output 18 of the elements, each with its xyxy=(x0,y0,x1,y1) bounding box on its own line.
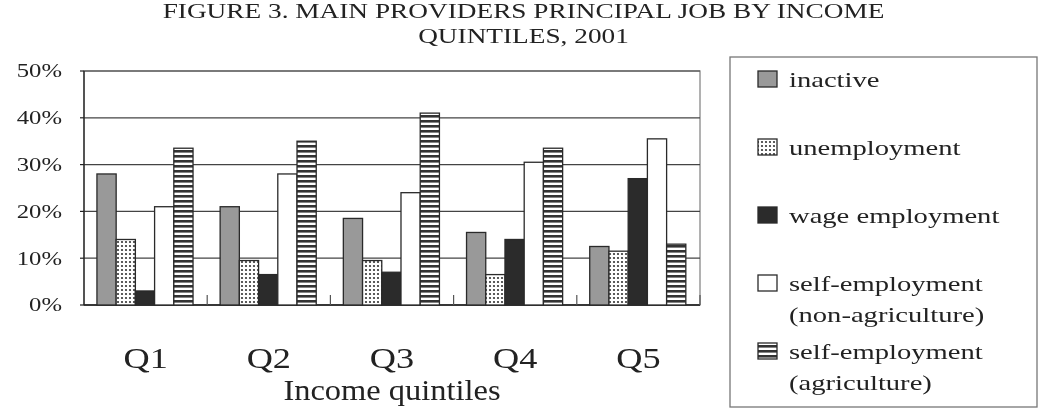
legend-label: self-employment (non-agriculture) xyxy=(789,270,985,327)
legend-label: wage employment xyxy=(789,202,1000,228)
x-tick-label: Q3 xyxy=(369,342,415,375)
x-tick-label: Q1 xyxy=(123,342,168,375)
y-tick-label: 30% xyxy=(16,153,62,176)
legend-label: self-employment (agriculture) xyxy=(789,338,983,395)
legend-label: inactive xyxy=(789,66,880,92)
x-tick-label: Q5 xyxy=(616,342,661,375)
chart-title: FIGURE 3. MAIN PROVIDERS PRINCIPAL JOB BY INCOME QUINTILES, 2001 xyxy=(162,0,885,48)
legend-label: unemployment xyxy=(789,134,961,160)
x-tick-label: Q2 xyxy=(246,342,291,375)
y-tick-label: 50% xyxy=(16,60,62,82)
x-tick-label: Q4 xyxy=(493,342,538,375)
y-tick-label: 10% xyxy=(16,247,62,269)
y-tick-label: 20% xyxy=(16,200,62,223)
y-tick-label: 40% xyxy=(16,107,62,129)
y-tick-label: 0% xyxy=(29,294,62,316)
x-axis-title: Income quintiles xyxy=(283,374,501,407)
